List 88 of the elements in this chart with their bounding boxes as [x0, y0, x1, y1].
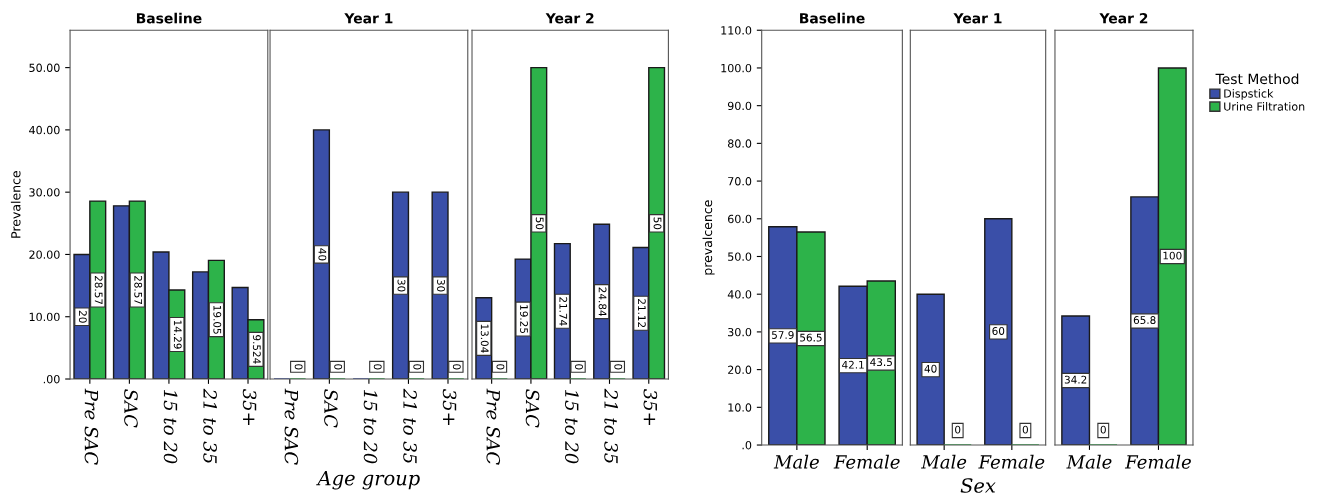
data-label: 40 [318, 248, 327, 261]
y-tick-label: 60.0 [728, 214, 752, 224]
y-tick-label: 10.0 [728, 403, 752, 412]
x-tick-label: Male [1066, 454, 1112, 469]
x-tick-label: SAC [525, 389, 540, 428]
y-tick-label: 80.0 [727, 139, 752, 148]
legend-title: Test Method [1215, 73, 1299, 85]
data-label: 43.5 [870, 358, 892, 367]
y-tick-label: 100.0 [721, 63, 752, 73]
data-label: 56.5 [800, 333, 822, 342]
data-label: 0 [614, 364, 623, 370]
x-tick-label: Male [773, 454, 819, 469]
x-tick-label: 35+ [643, 388, 658, 425]
data-label: 20 [78, 310, 87, 323]
data-label: 100 [1163, 251, 1182, 260]
data-label: 42.1 [842, 360, 864, 369]
x-tick-label: Female [1124, 454, 1191, 469]
y-tick-label: 20.0 [728, 365, 752, 374]
data-label: 0 [294, 364, 303, 370]
data-label: 0 [452, 364, 461, 370]
y-tick-label: .0 [742, 441, 752, 450]
data-label: 28.57 [94, 275, 103, 305]
y-tick-label: 10.00 [29, 312, 60, 322]
x-axis-title: Sex [960, 478, 996, 493]
y-axis-title: Prevalence [10, 171, 21, 238]
x-tick-label: SAC [324, 389, 338, 428]
data-label: 14.29 [173, 320, 182, 349]
y-tick-label: .00 [43, 374, 60, 384]
chart-title: Baseline [136, 12, 202, 24]
data-label: 30 [437, 279, 445, 292]
y-tick-label: 50.00 [29, 63, 60, 72]
y-tick-label: 40.00 [29, 125, 60, 135]
x-tick-label: Female [833, 454, 900, 469]
y-tick-label: 20.00 [29, 250, 60, 259]
data-label: 65.8 [1133, 316, 1156, 324]
x-tick-label: 21 to 35 [403, 388, 417, 464]
x-tick-label: 15 to 20 [564, 389, 579, 464]
y-tick-label: 90.0 [727, 101, 752, 111]
data-label: 0 [575, 364, 583, 370]
x-axis-title: Age group [316, 471, 420, 490]
x-tick-label: SAC [124, 389, 138, 428]
chart-title: Year 2 [545, 12, 594, 24]
chart-title: Year 2 [1099, 12, 1148, 24]
data-label: 34.2 [1064, 375, 1087, 384]
legend-label: Urine Filtration [1224, 102, 1305, 111]
x-tick-label: Pre SAC [84, 388, 99, 465]
chart-title: Year 1 [344, 13, 393, 24]
data-label: 0 [1022, 425, 1028, 434]
data-label: 0 [955, 425, 961, 434]
data-label: 40 [924, 364, 937, 373]
x-tick-label: Pre SAC [284, 388, 299, 465]
x-tick-label: 15 to 20 [363, 389, 378, 464]
y-tick-label: 40.0 [727, 290, 752, 299]
data-label: 57.9 [772, 331, 794, 339]
data-label: 21.12 [638, 299, 646, 328]
data-label: 19.25 [520, 305, 528, 334]
data-label: 0 [496, 364, 505, 370]
legend-label: Dispstick [1224, 89, 1274, 100]
x-tick-label: 35+ [442, 388, 457, 425]
data-label: 9.524 [252, 335, 261, 364]
data-label: 30 [397, 279, 406, 292]
y-tick-label: 30.00 [29, 188, 60, 197]
x-tick-label: Female [978, 454, 1045, 469]
chart-title: Year 1 [953, 13, 1002, 24]
data-label: 50 [535, 217, 544, 230]
data-label: 0 [413, 364, 422, 370]
data-label: 50 [653, 217, 662, 230]
x-tick-label: 21 to 35 [203, 388, 217, 464]
y-tick-label: 110.0 [721, 26, 752, 35]
y-tick-label: 50.0 [728, 252, 752, 261]
y-tick-label: 70.0 [728, 177, 752, 186]
data-label: 24.84 [598, 287, 607, 316]
x-tick-label: Pre SAC [486, 388, 501, 465]
y-tick-label: 30.0 [728, 327, 752, 337]
y-axis-title: prevalcence [702, 200, 715, 275]
data-label: 19.05 [213, 305, 222, 334]
x-tick-label: 21 to 35 [604, 388, 618, 464]
x-tick-label: Male [921, 454, 967, 469]
data-label: 13.04 [480, 324, 489, 353]
x-tick-label: 35+ [242, 388, 257, 425]
data-label: 0 [373, 364, 382, 370]
data-label: 60 [992, 327, 1005, 335]
data-label: 21.74 [559, 297, 568, 326]
data-label: 0 [334, 364, 343, 370]
data-label: 28.57 [134, 275, 143, 305]
data-label: 0 [1100, 425, 1106, 434]
chart-title: Baseline [800, 12, 865, 24]
x-tick-label: 15 to 20 [163, 389, 178, 464]
